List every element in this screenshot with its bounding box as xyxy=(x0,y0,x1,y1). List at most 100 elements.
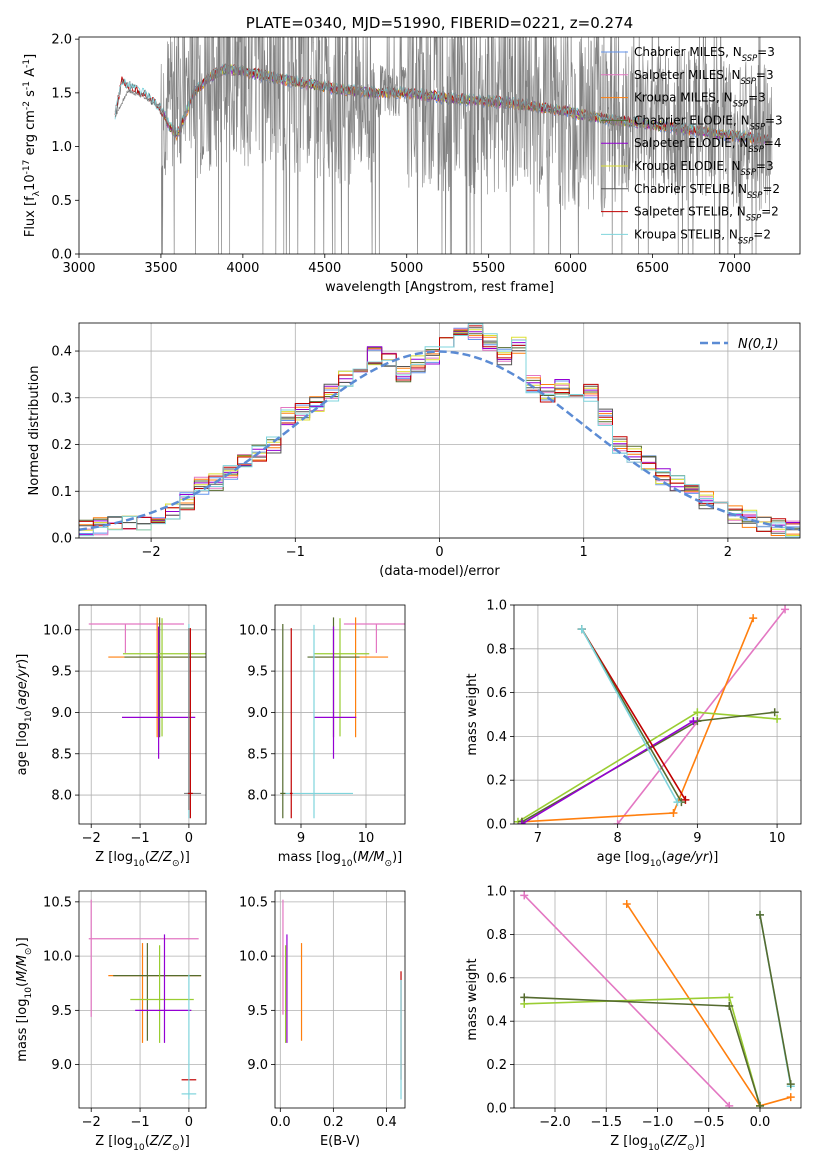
plot-area xyxy=(275,891,405,1108)
tick-label-y: 0.6 xyxy=(486,686,507,701)
tick-label-y: 10.0 xyxy=(239,623,268,638)
axes-age_vs_mass: 9 10 8.0 8.5 9.0 9.5 10.0 mass [log10(M/M⊙)] xyxy=(239,604,406,869)
legend-label: Chabrier STELIB, NSSP=2 xyxy=(634,182,780,200)
tick-label-y: 9.5 xyxy=(51,665,72,680)
tick-label-x: 3000 xyxy=(62,261,95,276)
normal-reference-curve xyxy=(79,350,800,532)
weight-marker xyxy=(770,708,779,717)
tick-label-x: 10 xyxy=(358,831,375,846)
y-axis-label: mass [log10(M/M⊙)] xyxy=(15,937,34,1061)
axes-weight_vs_Z: −2.0 −1.5 −1.0 −0.5 0.0 0.0 0.2 0.4 0.6 0.8 1.0 Z [… xyxy=(465,885,802,1153)
plot-content xyxy=(114,37,773,254)
tick-label-y: 8.0 xyxy=(247,789,268,804)
legend-label: Salpeter ELODIE, NSSP=4 xyxy=(634,136,782,154)
tick-label-x: 9 xyxy=(297,831,305,846)
tick-label-y: 0.4 xyxy=(486,730,507,745)
tick-label-y: 0.4 xyxy=(51,345,72,360)
tick-label-x: −2.0 xyxy=(539,1115,571,1130)
axes-residuals: −2 −1 0 1 2 0.0 0.1 0.2 0.3 0.4 (data-model)/error… xyxy=(27,322,801,579)
x-axis-label: Z [log10(Z/Z⊙)] xyxy=(95,1134,190,1153)
tick-label-y: 8.5 xyxy=(51,747,72,762)
tick-label-x: −0.5 xyxy=(693,1115,725,1130)
plot-content xyxy=(280,617,405,819)
tick-label-x: 0 xyxy=(185,1115,193,1130)
tick-label-y: 9.5 xyxy=(51,1004,72,1019)
tick-label-x: 0 xyxy=(185,831,193,846)
x-axis-label: E(B-V) xyxy=(320,1134,360,1149)
x-axis-label: age [log10(age/yr)] xyxy=(597,850,719,869)
axes-frame xyxy=(78,890,207,1109)
weight-marker xyxy=(725,1002,734,1011)
chart-title: PLATE=0340, MJD=51990, FIBERID=0221, z=0… xyxy=(246,14,633,32)
weight-marker xyxy=(749,614,758,623)
weight-marker xyxy=(725,1101,734,1108)
weight-marker xyxy=(786,1093,795,1102)
weight-marker xyxy=(786,1080,795,1089)
axes-mass_vs_Z: −2 −1 0 9.0 9.5 10.0 10.5 Z [log10(Z/Z⊙)] mass [… xyxy=(15,890,207,1153)
tick-label-x: 0 xyxy=(435,545,443,560)
tick-label-x: −2 xyxy=(82,831,101,846)
weight-marker xyxy=(669,809,678,818)
tick-label-y: 0.0 xyxy=(51,532,72,547)
tick-label-x: 5000 xyxy=(390,261,423,276)
weight-marker xyxy=(520,891,529,900)
legend: Chabrier MILES, NSSP=3 Salpeter MILES, NS… xyxy=(601,45,783,245)
weight-marker xyxy=(689,717,698,726)
plot-content xyxy=(88,617,206,819)
legend-label: N(0,1) xyxy=(738,337,779,352)
tick-label-y: 0.2 xyxy=(51,438,72,453)
tick-label-y: 0.8 xyxy=(486,642,507,657)
legend-label: Chabrier ELODIE, NSSP=3 xyxy=(634,113,783,131)
tick-label-y: 0.2 xyxy=(486,1058,507,1073)
weight-marker xyxy=(693,708,702,717)
legend-label: Kroupa STELIB, NSSP=2 xyxy=(634,227,771,245)
tick-label-x: −2 xyxy=(82,1115,101,1130)
tick-label-x: 0.2 xyxy=(323,1115,344,1130)
legend-label: Salpeter MILES, NSSP=3 xyxy=(634,68,774,86)
tick-label-x: 7000 xyxy=(718,261,751,276)
plot-content xyxy=(79,323,800,538)
tick-label-x: 0.4 xyxy=(376,1115,397,1130)
weight-marker xyxy=(756,1101,764,1108)
tick-label-y: 9.0 xyxy=(247,1058,268,1073)
axes-frame xyxy=(274,604,406,825)
weight-marker xyxy=(622,900,631,909)
tick-label-x: 0.0 xyxy=(270,1115,291,1130)
x-axis-label: Z [log10(Z/Z⊙)] xyxy=(610,1134,705,1153)
tick-label-y: 10.0 xyxy=(239,950,268,965)
tick-label-y: 0.2 xyxy=(486,774,507,789)
weight-line xyxy=(759,914,792,1085)
weight-marker xyxy=(577,625,586,634)
tick-label-x: −2 xyxy=(142,545,161,560)
weight-marker xyxy=(613,820,622,824)
tick-label-x: 2 xyxy=(724,545,732,560)
tick-label-x: −1 xyxy=(130,1115,149,1130)
weight-line xyxy=(581,628,679,803)
tick-label-y: 10.5 xyxy=(43,895,72,910)
weight-marker xyxy=(756,910,764,919)
tick-label-y: 1.0 xyxy=(486,885,507,900)
weight-line xyxy=(521,720,694,824)
tick-label-x: 5500 xyxy=(472,261,505,276)
tick-label-y: 0.5 xyxy=(51,194,72,209)
axes-frame xyxy=(274,890,406,1109)
tick-label-y: 9.0 xyxy=(247,706,268,721)
legend-label: Salpeter STELIB, NSSP=2 xyxy=(634,205,779,223)
plot-content xyxy=(520,891,795,1108)
tick-label-y: 8.0 xyxy=(51,789,72,804)
plot-content xyxy=(88,899,202,1100)
legend-label: Kroupa ELODIE, NSSP=3 xyxy=(634,159,774,177)
tick-label-x: 6000 xyxy=(554,261,587,276)
tick-label-y: 0.0 xyxy=(51,248,72,263)
tick-label-y: 2.0 xyxy=(51,33,72,48)
axes-frame xyxy=(78,36,801,255)
y-axis-label: age [log10(age/yr)] xyxy=(15,654,34,776)
tick-label-y: 9.5 xyxy=(247,1004,268,1019)
tick-label-y: 1.0 xyxy=(51,140,72,155)
histogram-step xyxy=(79,325,800,532)
tick-label-x: −1 xyxy=(286,545,305,560)
x-axis-label: (data-model)/error xyxy=(379,564,500,579)
tick-label-x: −1.5 xyxy=(590,1115,622,1130)
tick-label-x: 1 xyxy=(580,545,588,560)
